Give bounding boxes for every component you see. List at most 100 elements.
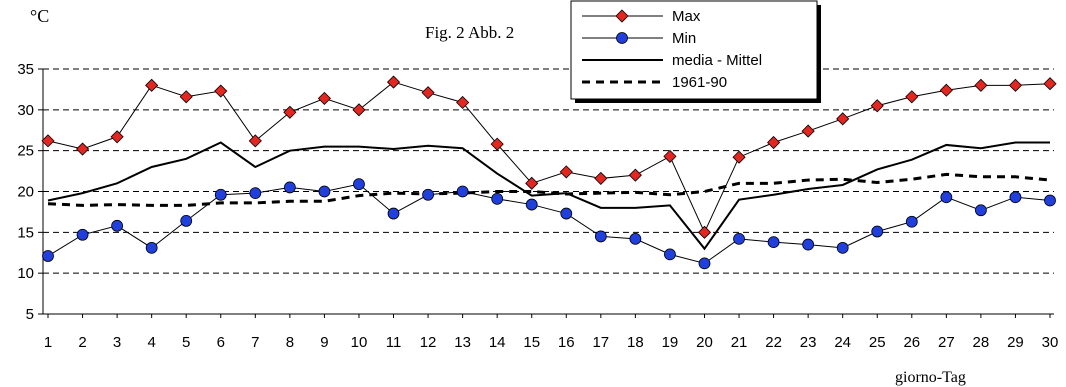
max-point (248, 134, 262, 148)
x-tick-label: 13 (454, 334, 471, 351)
max-point (939, 83, 953, 97)
max-point (836, 112, 850, 126)
x-tick-label: 28 (973, 334, 990, 351)
min-point (767, 236, 780, 249)
max-point (559, 165, 573, 179)
max-point (1043, 77, 1057, 91)
max-point (870, 99, 884, 113)
min-point (525, 198, 538, 211)
x-tick-label: 29 (1007, 334, 1024, 351)
x-tick-label: 25 (869, 334, 886, 351)
min-point (145, 241, 158, 254)
series-line-media-mittel (47, 141, 1050, 251)
min-point (456, 185, 469, 198)
min-point (802, 238, 815, 251)
y-tick-label: 35 (17, 61, 34, 78)
max-point (317, 91, 331, 105)
max-point (697, 225, 712, 239)
y-tick-label: 10 (17, 265, 34, 282)
x-tick-label: 17 (592, 334, 609, 351)
max-point (905, 90, 919, 104)
max-point (1008, 78, 1023, 92)
max-point (352, 103, 366, 117)
min-point (180, 214, 193, 227)
max-point (386, 75, 401, 89)
y-tick-label: 30 (17, 102, 34, 119)
x-tick-label: 4 (147, 334, 155, 351)
min-point (214, 188, 227, 201)
x-tick-label: 14 (489, 334, 506, 351)
min-point (698, 257, 711, 270)
max-point (767, 135, 781, 150)
min-point (940, 191, 953, 204)
x-tick-label: 1 (44, 334, 52, 351)
legend-marker-min (616, 32, 628, 44)
x-tick-label: 11 (386, 334, 402, 351)
min-point (836, 241, 849, 254)
y-tick-label: 20 (17, 184, 34, 201)
min-point (318, 185, 331, 198)
max-point (41, 134, 55, 148)
legend-label-min: Min (672, 30, 696, 47)
min-point (664, 248, 676, 261)
min-point (353, 178, 365, 191)
max-point (421, 86, 435, 100)
min-point (629, 232, 642, 245)
x-tick-label: 19 (662, 334, 679, 351)
max-point (145, 78, 159, 92)
series-line-max (47, 81, 1051, 234)
max-point (179, 90, 193, 104)
max-point (594, 171, 608, 185)
legend-label-max: Max (672, 8, 701, 25)
axes (38, 68, 1054, 318)
min-point (249, 187, 262, 200)
data-series (41, 75, 1057, 270)
max-point (525, 176, 539, 190)
max-point (214, 84, 228, 98)
chart-title: Fig. 2 Abb. 2 (425, 23, 514, 42)
max-point (732, 150, 746, 164)
max-point (283, 105, 297, 119)
x-tick-label: 24 (834, 334, 851, 351)
x-tick-label: 9 (320, 334, 328, 351)
x-tick-label: 15 (523, 334, 540, 351)
min-point (111, 219, 124, 232)
min-point (560, 207, 573, 220)
x-tick-label: 16 (558, 334, 575, 351)
max-point (663, 149, 677, 163)
max-point (75, 142, 90, 156)
min-point (491, 192, 504, 205)
min-point (594, 230, 607, 243)
legend-marker-max (615, 9, 629, 23)
x-tick-label: 26 (903, 334, 920, 351)
x-tick-label: 20 (696, 334, 713, 351)
x-axis-label: giorno-Tag (895, 369, 966, 386)
min-point (42, 250, 54, 262)
y-tick-label: 15 (17, 224, 34, 241)
y-tick-label: 25 (17, 143, 34, 160)
grid-lines (43, 68, 1054, 274)
x-tick-label: 7 (251, 334, 259, 351)
x-tick-label: 23 (800, 334, 817, 351)
legend-label-media-mittel: media - Mittel (672, 52, 762, 69)
x-tick-label: 18 (627, 334, 644, 351)
max-point (974, 78, 988, 92)
max-point (456, 95, 470, 110)
legend-label-1961-90: 1961-90 (672, 74, 727, 91)
max-point (110, 130, 124, 144)
series-line-min (47, 183, 1051, 264)
min-point (1044, 194, 1056, 207)
x-tick-label: 30 (1042, 334, 1059, 351)
x-tick-label: 12 (420, 334, 437, 351)
x-tick-label: 27 (938, 334, 955, 351)
y-tick-label: 5 (26, 306, 34, 323)
min-point (1009, 191, 1022, 204)
x-tick-label: 21 (731, 334, 748, 351)
min-point (871, 225, 884, 238)
x-tick-label: 6 (217, 334, 225, 351)
x-tick-label: 22 (765, 334, 782, 351)
series-line-1961-90 (47, 172, 1051, 207)
max-point (628, 168, 642, 182)
